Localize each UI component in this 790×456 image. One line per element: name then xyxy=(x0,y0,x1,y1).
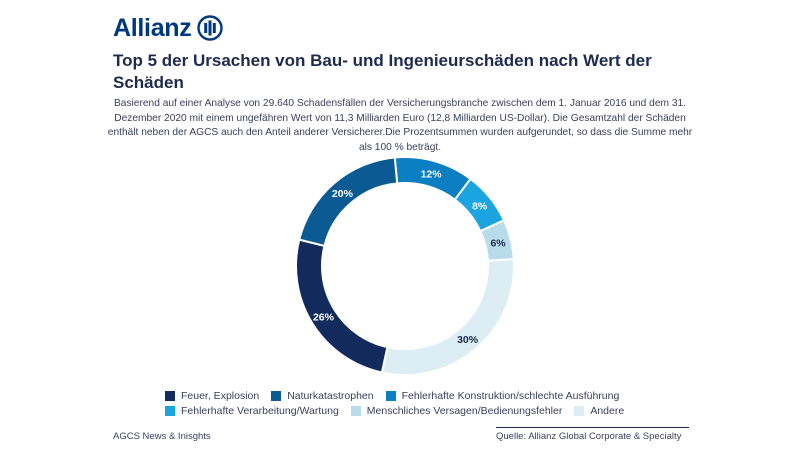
slice-label: 30% xyxy=(457,334,479,346)
allianz-logo: Allianz xyxy=(113,12,224,44)
footer-source-left: AGCS News & Inisghts xyxy=(113,431,211,442)
legend-swatch xyxy=(271,390,282,401)
footer-divider xyxy=(496,427,689,428)
slice-label: 12% xyxy=(421,169,443,181)
legend-item-verarbeitung: Fehlerhafte Verarbeitung/Wartung xyxy=(165,405,339,417)
donut-slice xyxy=(298,156,399,248)
slice-label: 6% xyxy=(490,237,506,249)
slice-label: 26% xyxy=(313,312,335,324)
legend-item-andere: Andere xyxy=(574,405,624,417)
brand-name: Allianz xyxy=(113,13,192,42)
allianz-eagle-icon xyxy=(197,15,224,41)
legend-label: Naturkatastrophen xyxy=(287,389,374,402)
legend-label: Menschliches Versagen/Bedienungsfehler xyxy=(366,404,563,417)
slice-label: 8% xyxy=(472,201,488,213)
legend-swatch xyxy=(165,390,175,401)
legend-swatch xyxy=(165,405,175,416)
legend-swatch xyxy=(350,405,361,416)
legend-label: Fehlerhafte Konstruktion/schlechte Ausfü… xyxy=(401,389,620,402)
legend-label: Fehlerhafte Verarbeitung/Wartung xyxy=(181,404,339,417)
chart-legend: Feuer, Explosion Naturkatastrophen Fehle… xyxy=(165,388,685,418)
legend-label: Andere xyxy=(590,404,625,417)
legend-item-konstruktion: Fehlerhafte Konstruktion/schlechte Ausfü… xyxy=(385,389,620,402)
legend-swatch xyxy=(574,405,585,416)
legend-label: Feuer, Explosion xyxy=(181,389,260,402)
slice-label: 20% xyxy=(332,188,354,200)
donut-slice xyxy=(380,258,515,376)
legend-row: Fehlerhafte Verarbeitung/Wartung Menschl… xyxy=(165,403,685,418)
donut-slice xyxy=(295,238,389,374)
chart-title: Top 5 der Ursachen von Bau- und Ingenieu… xyxy=(113,51,652,92)
chart-subtitle: Basierend auf einer Analyse von 29.640 S… xyxy=(107,98,693,153)
legend-item-naturkatastrophen: Naturkatastrophen xyxy=(271,389,374,402)
legend-item-feuer: Feuer, Explosion xyxy=(165,390,259,402)
legend-row: Feuer, Explosion Naturkatastrophen Fehle… xyxy=(165,388,685,403)
legend-swatch xyxy=(385,390,396,401)
legend-item-menschliches-versagen: Menschliches Versagen/Bedienungsfehler xyxy=(350,404,563,417)
footer-source-right: Quelle: Allianz Global Corporate & Speci… xyxy=(496,431,682,442)
